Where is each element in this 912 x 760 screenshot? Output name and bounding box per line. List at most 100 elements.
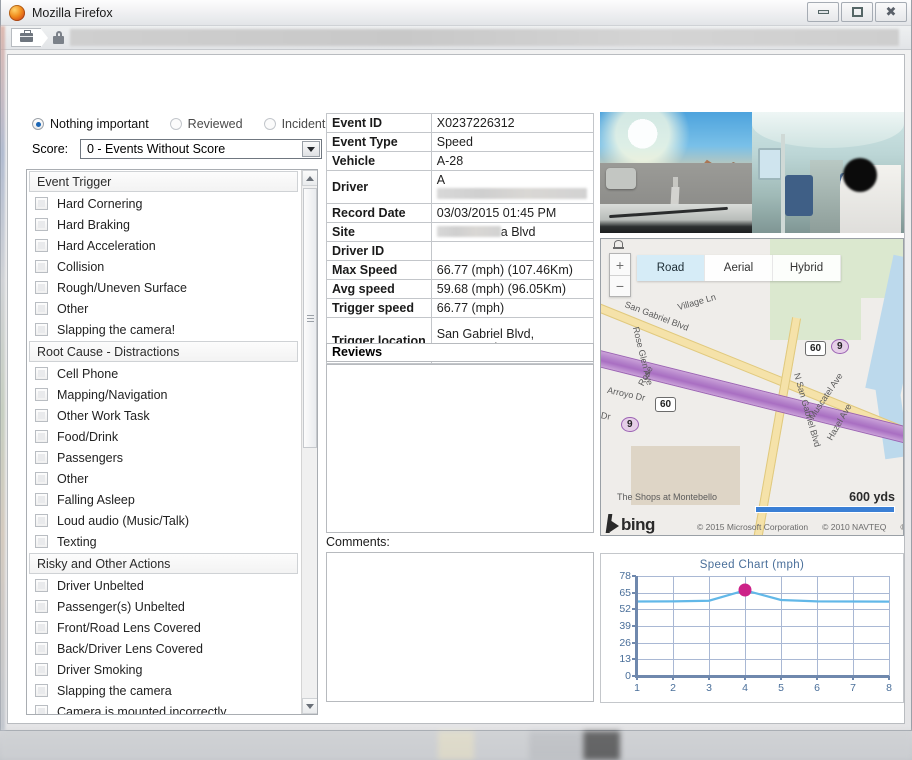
event-location-map[interactable]: Village Ln San Gabriel Blvd Rose Glen Ave A… — [600, 238, 904, 536]
checkbox-icon[interactable] — [35, 409, 48, 422]
checkbox-icon[interactable] — [35, 218, 48, 231]
score-dropdown[interactable]: 0 - Events Without Score — [80, 139, 322, 159]
road-camera-still[interactable] — [600, 112, 752, 233]
status-option-incident[interactable]: Incident — [263, 117, 325, 131]
checklist-item-label: Driver Smoking — [57, 662, 143, 677]
checklist-item[interactable]: Driver Unbelted — [27, 575, 300, 596]
checklist-item[interactable]: Other — [27, 298, 300, 319]
chart-y-tick-mark — [632, 608, 636, 611]
map-mode-road[interactable]: Road — [637, 255, 705, 281]
checklist-item[interactable]: Other Work Task — [27, 405, 300, 426]
map-mode-switcher[interactable]: Road Aerial Hybrid — [637, 255, 841, 281]
checkbox-icon[interactable] — [35, 535, 48, 548]
checkbox-icon[interactable] — [35, 239, 48, 252]
checkbox-icon[interactable] — [35, 323, 48, 336]
chart-y-tick: 39 — [619, 620, 631, 632]
checkbox-icon[interactable] — [35, 451, 48, 464]
checklist-item[interactable]: Front/Road Lens Covered — [27, 617, 300, 638]
checklist-scroll-port: Event Trigger Hard Cornering Hard Braking H… — [27, 170, 300, 714]
chart-x-tick: 3 — [706, 682, 712, 694]
face-blur-overlay — [842, 157, 877, 192]
checklist-item[interactable]: Slapping the camera! — [27, 319, 300, 340]
checklist-item[interactable]: Collision — [27, 256, 300, 277]
checklist-item[interactable]: Hard Cornering — [27, 193, 300, 214]
checkbox-icon[interactable] — [35, 579, 48, 592]
checklist-item-label: Other Work Task — [57, 408, 150, 423]
chart-x-tick-mark — [816, 676, 818, 680]
minimize-icon — [817, 10, 829, 14]
chart-x-tick: 4 — [742, 682, 748, 694]
checklist-item[interactable]: Hard Braking — [27, 214, 300, 235]
checkbox-icon[interactable] — [35, 430, 48, 443]
checkbox-icon[interactable] — [35, 705, 48, 714]
detail-row: Record Date 03/03/2015 01:45 PM — [326, 203, 595, 223]
checkbox-icon[interactable] — [35, 281, 48, 294]
checkbox-icon[interactable] — [35, 663, 48, 676]
checkbox-icon[interactable] — [35, 472, 48, 485]
map-route-shield: 60 — [655, 397, 677, 412]
checkbox-icon[interactable] — [35, 514, 48, 527]
scroll-down-button[interactable] — [302, 698, 317, 714]
map-mode-hybrid[interactable]: Hybrid — [773, 255, 841, 281]
checkbox-icon[interactable] — [35, 302, 48, 315]
detail-value — [430, 241, 595, 261]
checklist-item[interactable]: Loud audio (Music/Talk) — [27, 510, 300, 531]
map-mode-aerial[interactable]: Aerial — [705, 255, 773, 281]
map-zoom-controls[interactable]: + − — [609, 253, 631, 297]
checklist-item[interactable]: Driver Smoking — [27, 659, 300, 680]
checklist-item[interactable]: Passengers — [27, 447, 300, 468]
chart-x-tick-mark — [888, 676, 890, 680]
checklist-item[interactable]: Falling Asleep — [27, 489, 300, 510]
map-zoom-in-button[interactable]: + — [615, 256, 625, 273]
desktop-taskbar — [0, 731, 912, 760]
detail-key: Driver ID — [326, 241, 432, 261]
checklist-scrollbar[interactable] — [301, 170, 317, 714]
bing-logo[interactable]: bing — [607, 514, 655, 533]
checklist-item[interactable]: Mapping/Navigation — [27, 384, 300, 405]
chevron-down-icon[interactable] — [302, 141, 320, 157]
checkbox-icon[interactable] — [35, 367, 48, 380]
checklist-item[interactable]: Other — [27, 468, 300, 489]
checklist-item[interactable]: Texting — [27, 531, 300, 552]
event-trigger-checklist[interactable]: Event Trigger Hard Cornering Hard Braking H… — [26, 169, 318, 715]
checklist-item[interactable]: Cell Phone — [27, 363, 300, 384]
checklist-item[interactable]: Hard Acceleration — [27, 235, 300, 256]
chart-x-tick-mark — [744, 676, 746, 680]
scroll-up-button[interactable] — [302, 170, 317, 186]
checklist-item[interactable]: Back/Driver Lens Covered — [27, 638, 300, 659]
comments-label: Comments: — [326, 535, 390, 549]
checkbox-icon[interactable] — [35, 642, 48, 655]
checkbox-icon[interactable] — [35, 684, 48, 697]
cabin-camera-still[interactable] — [752, 112, 904, 233]
checkbox-icon[interactable] — [35, 388, 48, 401]
address-bar-input[interactable] — [70, 29, 899, 46]
close-button[interactable]: ✖ — [875, 2, 907, 22]
checklist-item[interactable]: Passenger(s) Unbelted — [27, 596, 300, 617]
chart-gridline — [637, 609, 889, 611]
detail-row: Driver A — [326, 170, 595, 204]
checklist-item[interactable]: Camera is mounted incorrectly — [27, 701, 300, 714]
map-zoom-out-button[interactable]: − — [610, 275, 630, 296]
maximize-button[interactable] — [841, 2, 873, 22]
site-identity-chip[interactable] — [11, 28, 48, 47]
checkbox-icon[interactable] — [35, 600, 48, 613]
detail-value-text: a Blvd — [500, 225, 536, 239]
reviews-list[interactable] — [326, 364, 594, 533]
checkbox-icon[interactable] — [35, 621, 48, 634]
map-scale-line — [755, 506, 895, 513]
event-video-stills — [600, 112, 904, 233]
minimize-button[interactable] — [807, 2, 839, 22]
checkbox-icon[interactable] — [35, 197, 48, 210]
checkbox-icon[interactable] — [35, 260, 48, 273]
checklist-item-label: Front/Road Lens Covered — [57, 620, 201, 635]
scrollbar-thumb[interactable] — [303, 188, 317, 448]
comments-textarea[interactable] — [326, 552, 594, 702]
checklist-item[interactable]: Rough/Uneven Surface — [27, 277, 300, 298]
checkbox-icon[interactable] — [35, 493, 48, 506]
page-viewport: Nothing important Reviewed Incident Scor… — [7, 54, 905, 724]
status-option-nothing-important[interactable]: Nothing important — [32, 117, 149, 131]
checklist-item[interactable]: Slapping the camera — [27, 680, 300, 701]
checklist-item[interactable]: Food/Drink — [27, 426, 300, 447]
status-option-reviewed[interactable]: Reviewed — [169, 117, 243, 131]
chart-gridline — [637, 576, 889, 577]
